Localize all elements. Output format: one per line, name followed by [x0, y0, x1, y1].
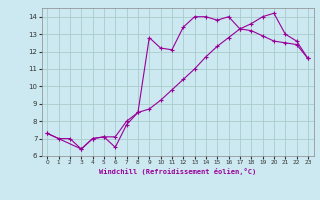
X-axis label: Windchill (Refroidissement éolien,°C): Windchill (Refroidissement éolien,°C): [99, 168, 256, 175]
